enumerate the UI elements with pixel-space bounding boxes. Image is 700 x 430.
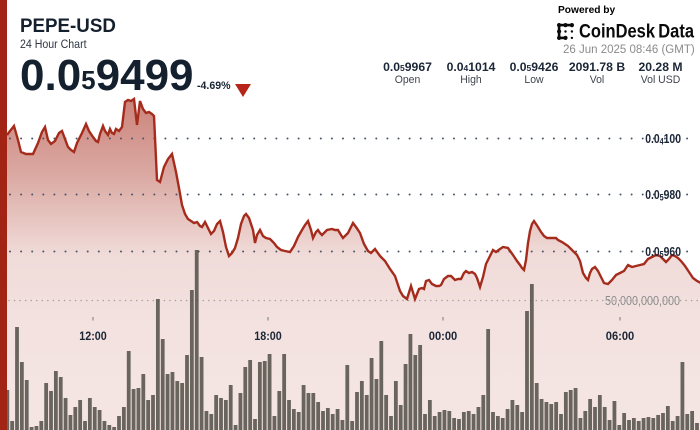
- svg-text:12:00: 12:00: [79, 329, 107, 343]
- svg-text:CoinDesk Data: CoinDesk Data: [579, 21, 694, 43]
- svg-text:06:00: 06:00: [606, 329, 635, 343]
- svg-text:00:00: 00:00: [429, 329, 458, 343]
- svg-text:0.05980: 0.05980: [645, 188, 681, 203]
- svg-text:0.05960: 0.05960: [645, 245, 681, 260]
- svg-text:0.04100: 0.04100: [645, 132, 681, 147]
- svg-text:18:00: 18:00: [254, 329, 282, 343]
- svg-text:50,000,000,000: 50,000,000,000: [605, 294, 680, 308]
